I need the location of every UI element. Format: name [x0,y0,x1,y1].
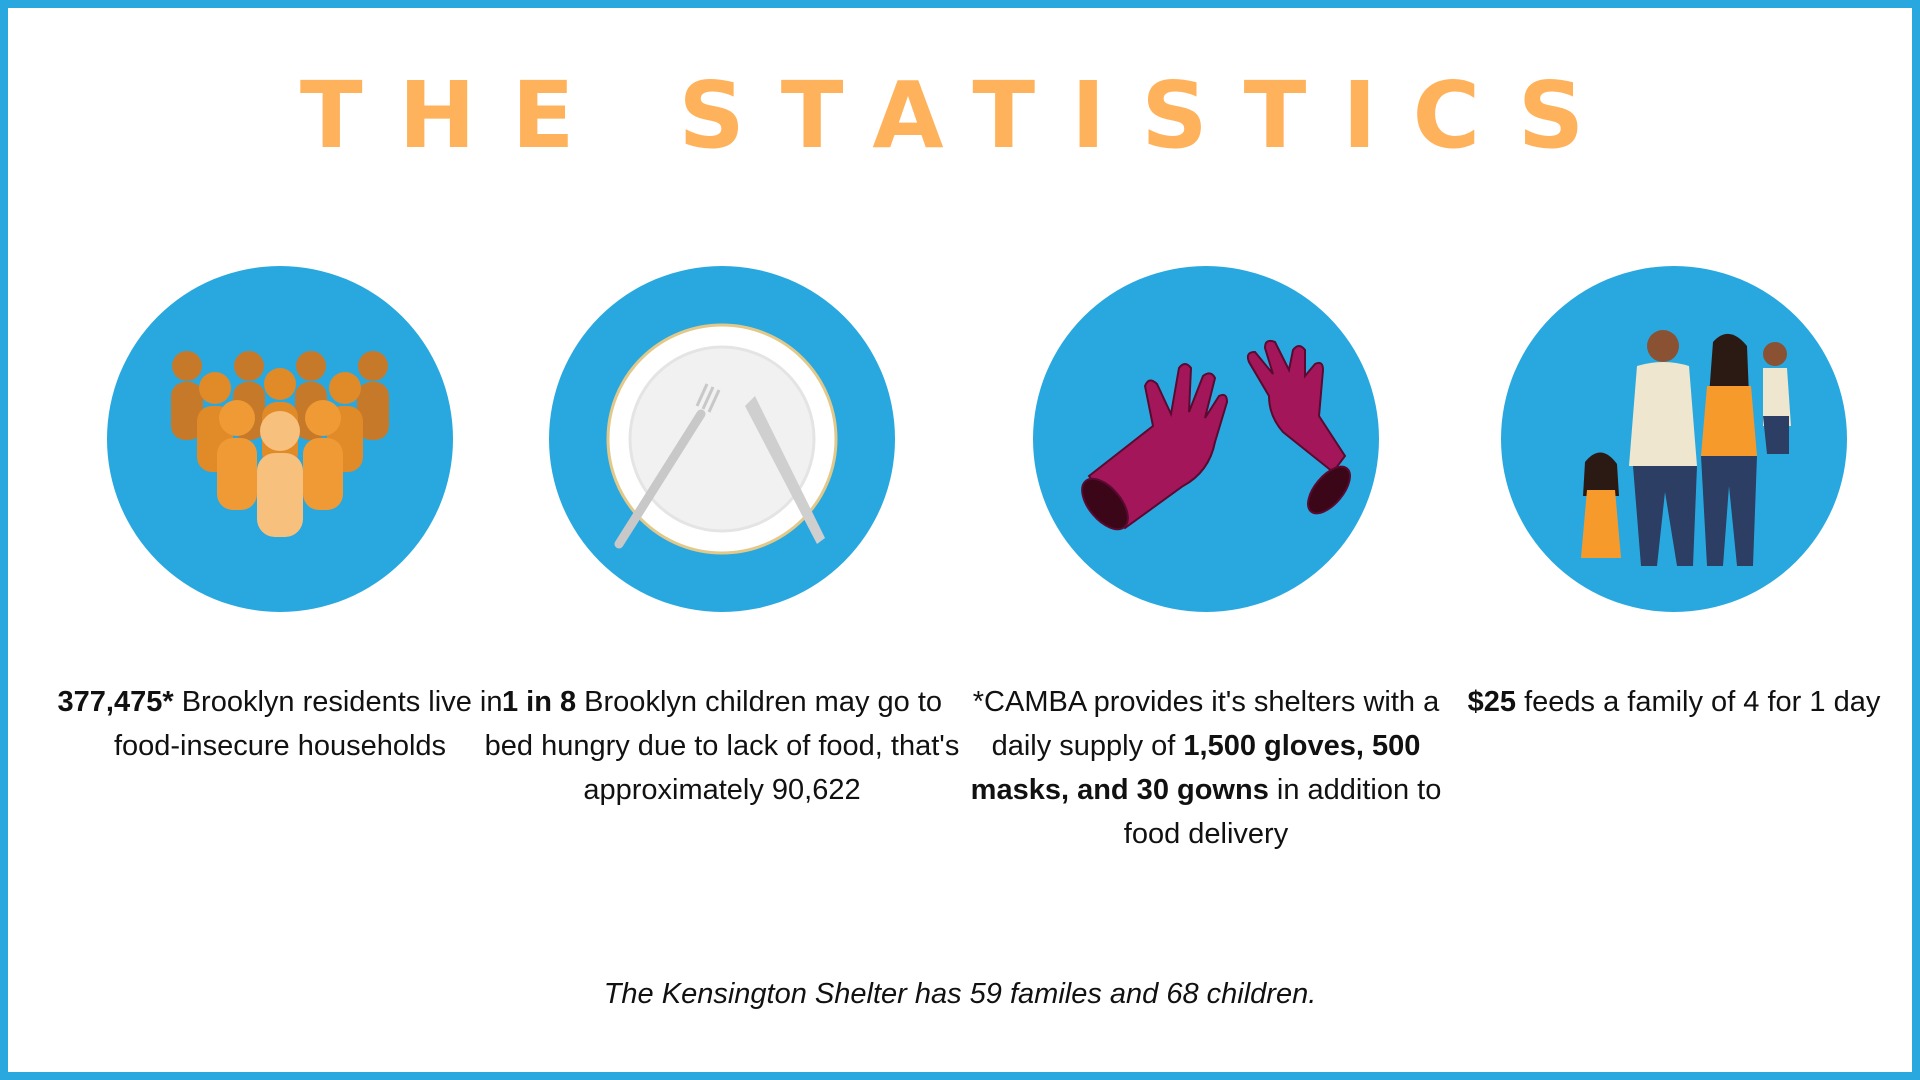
stat-text: Brooklyn residents live in food-insecure… [113,686,503,762]
gloves-icon [1033,266,1379,612]
family-icon [1501,266,1847,612]
stat-card-supplies: *CAMBA provides it's shelters with a dai… [966,266,1446,856]
stat-text: Brooklyn children may go to bed hungry d… [484,686,960,806]
stat-card-residents: 377,475* Brooklyn residents live in food… [40,266,520,768]
stat-text-suffix: in addition to food delivery [1123,774,1442,850]
footnote: The Kensington Shelter has 59 familes an… [603,978,1317,1010]
stat-highlight: $25 [1467,686,1517,718]
plate-icon [549,266,895,612]
stat-text-prefix: *CAMBA provides it's shelters with a dai… [972,686,1440,762]
stat-highlight: 377,475* [57,686,174,718]
stat-caption-residents: 377,475* Brooklyn residents live in food… [40,680,520,768]
stat-highlight: 1 in 8 [501,686,577,718]
stat-text: feeds a family of 4 for 1 day [1516,686,1881,718]
stat-caption-children: 1 in 8 Brooklyn children may go to bed h… [482,680,962,812]
stat-card-family: $25 feeds a family of 4 for 1 day [1434,266,1914,724]
stat-card-children: 1 in 8 Brooklyn children may go to bed h… [482,266,962,812]
crowd-icon [107,266,453,612]
stat-caption-family: $25 feeds a family of 4 for 1 day [1434,680,1914,724]
page-title: THE STATISTICS [299,62,1621,169]
stat-caption-supplies: *CAMBA provides it's shelters with a dai… [966,680,1446,856]
stat-highlight: 1,500 gloves, 500 masks, and 30 gowns [970,730,1421,806]
